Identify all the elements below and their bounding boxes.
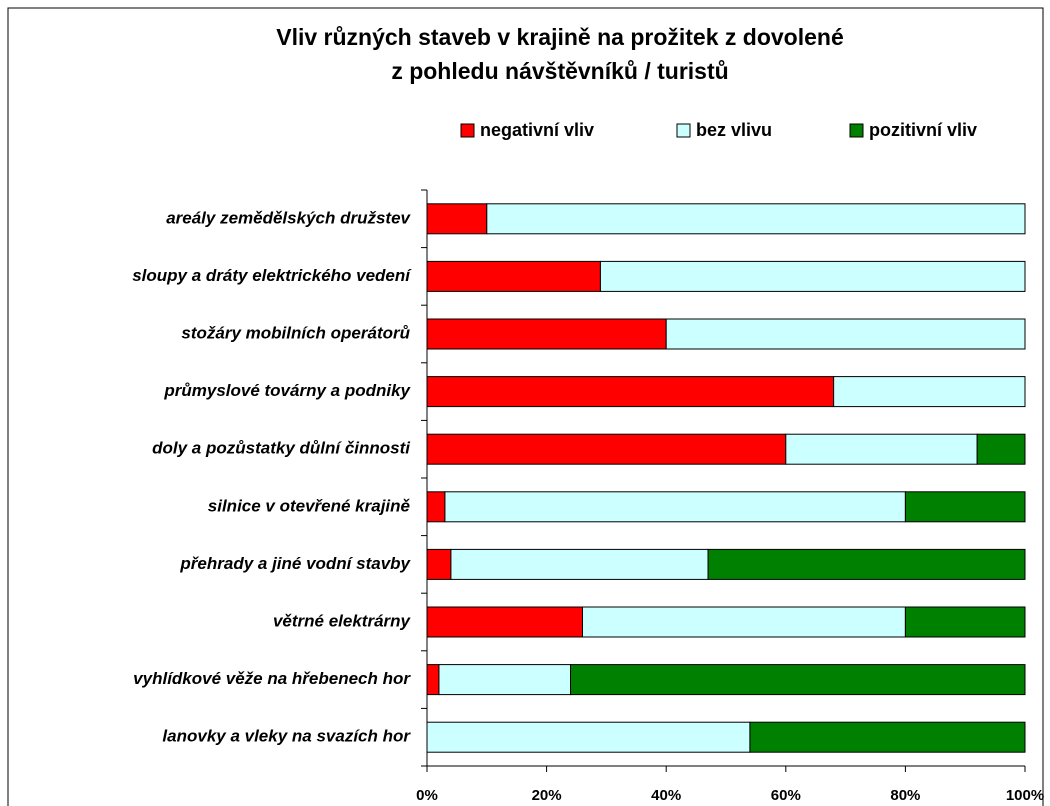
y-tick-label: doly a pozůstatky důlní činnosti — [152, 439, 411, 458]
bar-segment — [450, 548, 709, 580]
bar-segment — [976, 433, 1026, 465]
bar-segment — [599, 260, 1026, 292]
bar-segment — [426, 664, 440, 696]
bar-segment — [486, 203, 1026, 235]
bar-segment — [426, 203, 488, 235]
y-tick-label: průmyslové továrny a podniky — [163, 381, 411, 400]
bar-segment — [426, 721, 751, 753]
y-tick-label: stožáry mobilních operátorů — [181, 323, 410, 342]
bar-segment — [665, 318, 1026, 350]
bar-segment — [581, 606, 906, 638]
y-tick-label: lanovky a vleky na svazích hor — [162, 727, 411, 746]
legend-swatch — [849, 123, 864, 138]
bar-segment — [426, 376, 835, 408]
bar-segment — [426, 433, 787, 465]
y-tick-label: areály zemědělských družstev — [166, 208, 411, 227]
bar-segment — [426, 318, 667, 350]
bar-segment — [426, 606, 583, 638]
y-tick-label: větrné elektrárny — [273, 611, 412, 630]
legend-label: pozitivní vliv — [869, 120, 977, 140]
legend-label: negativní vliv — [480, 120, 594, 140]
legend-swatch — [676, 123, 691, 138]
chart-subtitle: z pohledu návštěvníků / turistů — [391, 58, 728, 84]
y-tick-label: sloupy a dráty elektrického vedení — [132, 266, 412, 285]
x-tick-label: 60% — [771, 787, 801, 804]
legend-label: bez vlivu — [696, 120, 772, 140]
bar-segment — [444, 491, 906, 523]
bar-segment — [833, 376, 1026, 408]
bar-segment — [438, 664, 572, 696]
bar-segment — [570, 664, 1026, 696]
bar-segment — [785, 433, 978, 465]
legend-swatch — [460, 123, 475, 138]
x-tick-label: 80% — [890, 787, 920, 804]
chart-title: Vliv různých staveb v krajině na prožite… — [276, 24, 844, 50]
bar-segment — [749, 721, 1026, 753]
y-tick-label: přehrady a jiné vodní stavby — [179, 554, 411, 573]
x-tick-label: 100% — [1006, 787, 1044, 804]
x-tick-label: 0% — [416, 787, 438, 804]
bar-segment — [904, 606, 1026, 638]
y-tick-label: vyhlídkové věže na hřebenech hor — [133, 669, 411, 688]
bar-segment — [426, 260, 601, 292]
bar-segment — [426, 491, 446, 523]
x-tick-label: 20% — [532, 787, 562, 804]
y-tick-label: silnice v otevřené krajině — [208, 496, 411, 515]
bar-segment — [707, 548, 1026, 580]
x-tick-label: 40% — [651, 787, 681, 804]
bar-segment — [426, 548, 452, 580]
bar-segment — [904, 491, 1026, 523]
